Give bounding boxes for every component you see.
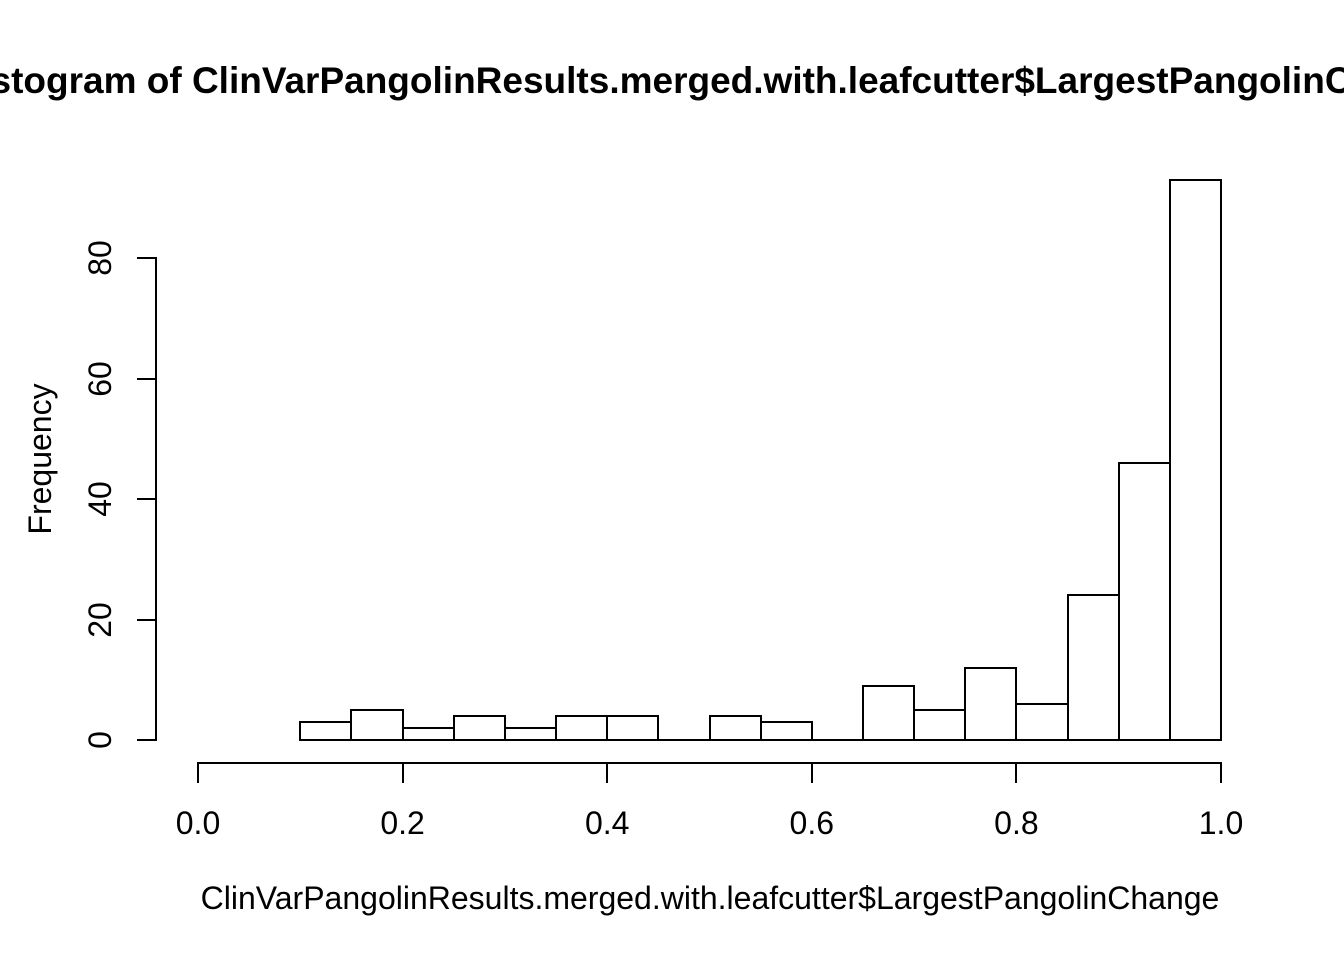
histogram-zero-bin [810, 739, 864, 741]
histogram-bar [503, 726, 558, 741]
y-axis-label: Frequency [22, 383, 58, 535]
x-axis-tick [1015, 763, 1018, 783]
x-axis-tick [1220, 763, 1222, 783]
histogram-bar [1066, 594, 1120, 741]
y-tick-label: 40 [82, 481, 118, 517]
x-axis-line [197, 762, 1222, 764]
x-tick-label: 1.0 [1198, 805, 1244, 841]
histogram-bar [1168, 178, 1222, 741]
y-axis-tick [137, 618, 157, 621]
y-axis-tick [137, 739, 157, 741]
histogram-bar [708, 714, 762, 741]
histogram-bar [964, 666, 1018, 741]
y-axis-tick [137, 498, 157, 500]
x-axis-label: ClinVarPangolinResults.merged.with.leafc… [200, 880, 1220, 916]
y-tick-label: 60 [82, 360, 118, 397]
x-tick-label: 0.0 [175, 805, 221, 841]
x-axis-tick [606, 763, 609, 783]
y-tick-label: 20 [82, 601, 118, 638]
y-axis-tick [137, 257, 157, 259]
histogram-bar [913, 708, 967, 741]
histogram-bar [401, 726, 455, 741]
histogram-bar [1117, 461, 1171, 741]
chart-title: Histogram of ClinVarPangolinResults.merg… [0, 60, 1344, 101]
x-tick-label: 0.4 [584, 805, 630, 841]
histogram-bar [1015, 702, 1069, 741]
histogram-bar [606, 714, 660, 741]
histogram-bar [759, 720, 813, 741]
x-tick-label: 0.6 [789, 805, 835, 841]
x-tick-label: 0.2 [380, 805, 425, 841]
histogram-bar [350, 708, 404, 741]
y-tick-label: 80 [82, 240, 118, 276]
histogram-bar [452, 714, 506, 741]
x-axis-tick [401, 763, 404, 783]
x-tick-label: 0.8 [994, 805, 1039, 841]
histogram-zero-bin [657, 739, 711, 741]
x-axis-tick [197, 763, 199, 783]
histogram-bar [555, 714, 609, 741]
y-tick-label: 0 [82, 731, 118, 749]
histogram-bar [861, 684, 916, 741]
x-axis-tick [810, 763, 813, 783]
y-axis-tick [137, 377, 157, 380]
histogram-bar [299, 720, 353, 741]
